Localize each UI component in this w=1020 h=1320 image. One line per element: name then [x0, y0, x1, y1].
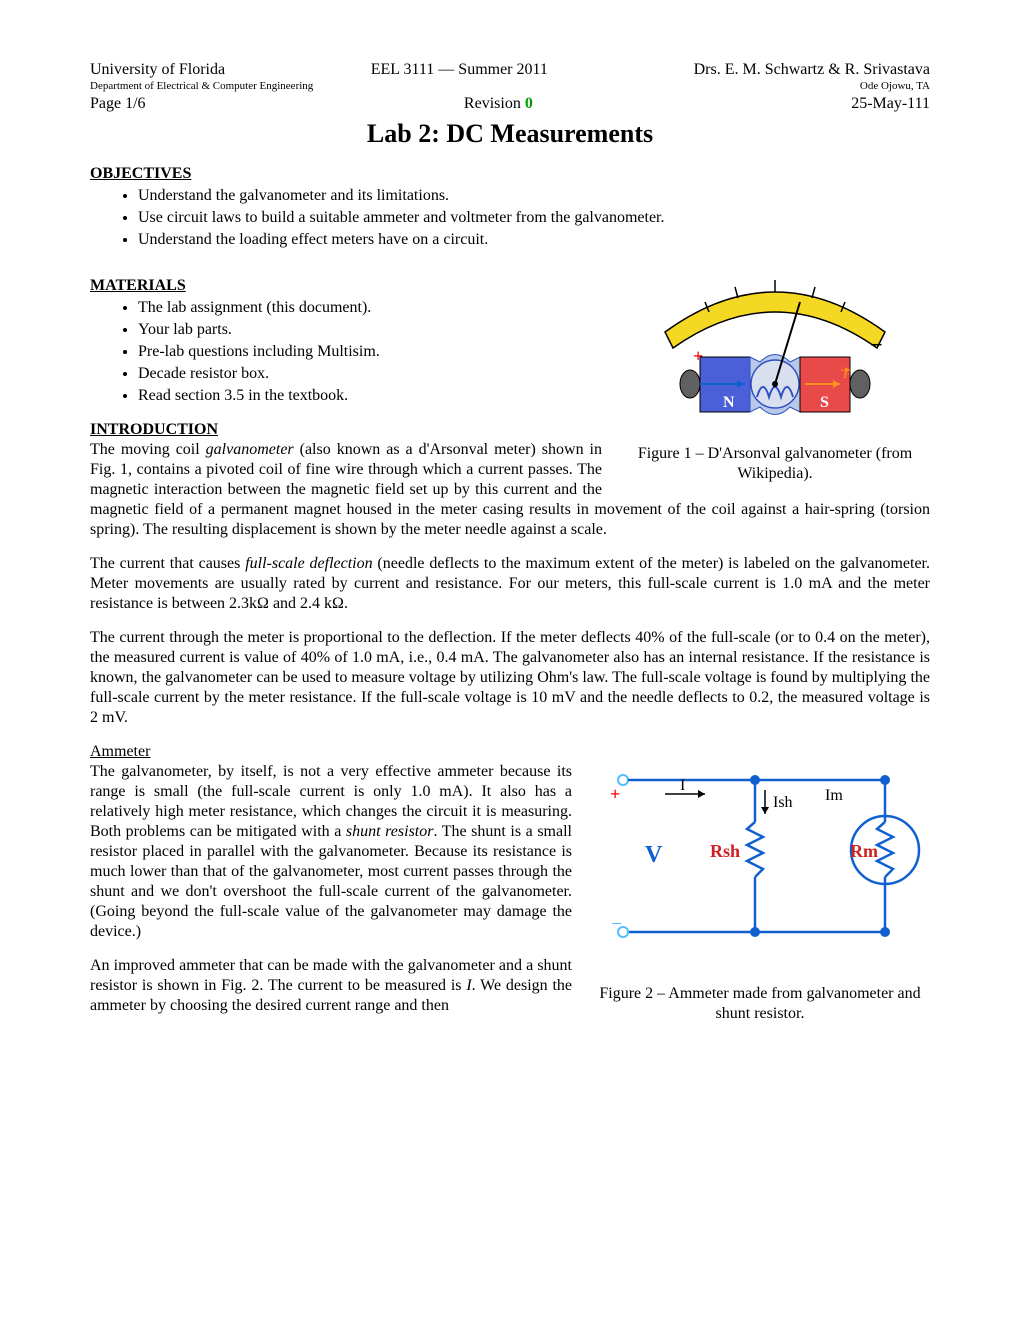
- revision-label: Revision: [464, 95, 525, 112]
- current-im-label: Im: [825, 787, 843, 804]
- text-em: full-scale deflection: [245, 555, 372, 572]
- text-span: The current that causes: [90, 555, 245, 572]
- text-span: . The shunt is a small resistor placed i…: [90, 823, 572, 940]
- current-ish-label: Ish: [773, 794, 793, 811]
- header-date: 25-May-111: [851, 94, 930, 114]
- header-revision: Revision 0: [464, 94, 533, 114]
- text-span: The moving coil: [90, 441, 206, 458]
- plus-terminal: +: [610, 784, 620, 804]
- magnet-s-label: S: [820, 394, 829, 411]
- intro-para-2: The current that causes full-scale defle…: [90, 554, 930, 614]
- intro-para-3: The current through the meter is proport…: [90, 628, 930, 728]
- header-row-3: Page 1/6 Revision 0 25-May-111: [90, 94, 930, 114]
- header-row-2: Department of Electrical & Computer Engi…: [90, 80, 930, 94]
- header-dept: Department of Electrical & Computer Engi…: [90, 80, 313, 94]
- objectives-heading: OBJECTIVES: [90, 164, 930, 184]
- galvanometer-diagram: N S + − F: [645, 262, 905, 432]
- rsh-label: Rsh: [710, 841, 740, 861]
- figure-1-caption: Figure 1 – D'Arsonval galvanometer (from…: [620, 444, 930, 484]
- minus-label: −: [870, 332, 883, 357]
- rm-label: Rm: [850, 841, 878, 861]
- list-item: Use circuit laws to build a suitable amm…: [138, 208, 930, 228]
- page-title: Lab 2: DC Measurements: [90, 118, 930, 151]
- header-row-1: University of Florida EEL 3111 — Summer …: [90, 60, 930, 80]
- minus-terminal: −: [611, 913, 622, 935]
- current-i-label: I: [680, 777, 685, 794]
- ammeter-circuit-diagram: + I Ish Im Rsh Rm: [595, 762, 925, 972]
- text-em: galvanometer: [206, 441, 294, 458]
- figure-1: N S + − F Figure 1 – D'Arsonval galvanom…: [620, 262, 930, 484]
- figure-2: + I Ish Im Rsh Rm: [590, 762, 930, 1024]
- objectives-list: Understand the galvanometer and its limi…: [90, 186, 930, 250]
- list-item: Understand the galvanometer and its limi…: [138, 186, 930, 206]
- header-center: EEL 3111 — Summer 2011: [371, 60, 548, 80]
- header-ta: Ode Ojowu, TA: [860, 80, 930, 94]
- header-left: University of Florida: [90, 60, 225, 80]
- header-page: Page 1/6: [90, 94, 146, 114]
- list-item: Understand the loading effect meters hav…: [138, 230, 930, 250]
- figure-2-caption: Figure 2 – Ammeter made from galvanomete…: [590, 984, 930, 1024]
- ammeter-heading: Ammeter: [90, 742, 930, 762]
- magnet-n-label: N: [723, 394, 735, 411]
- text-em: shunt resistor: [346, 823, 434, 840]
- header-right: Drs. E. M. Schwartz & R. Srivastava: [694, 60, 930, 80]
- plus-label: +: [693, 346, 703, 366]
- revision-number: 0: [525, 95, 533, 112]
- voltage-label: V: [645, 842, 663, 868]
